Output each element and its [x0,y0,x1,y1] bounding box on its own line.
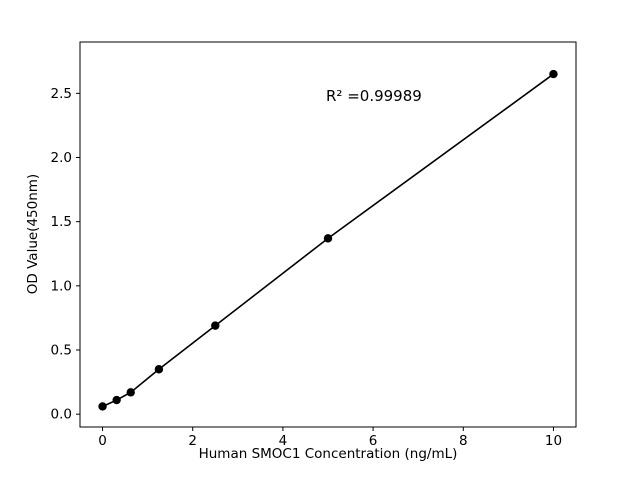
data-point [112,395,121,405]
x-tick-label: 10 [545,433,562,449]
x-axis-label: Human SMOC1 Concentration (ng/mL) [198,446,458,462]
y-tick-label: 2.0 [51,150,72,166]
y-tick-label: 0.5 [51,343,72,359]
y-tick-label: 1.5 [51,214,72,230]
data-point [549,69,558,79]
data-point [154,365,164,374]
plot-frame [79,41,577,428]
x-tick-label: 8 [459,433,468,449]
y-tick-label: 1.0 [51,278,72,294]
data-point [126,388,135,397]
y-tick-label: 2.5 [51,86,72,102]
r-squared-annotation: R² =0.99989 [326,87,422,105]
data-point [98,402,107,411]
x-tick-label: 0 [98,433,107,449]
x-tick-label: 6 [369,433,378,449]
data-point [323,234,333,243]
y-tick-label: 0.0 [51,407,72,423]
x-tick-label: 2 [188,433,197,449]
y-axis-label: OD Value(450nm) [25,173,41,295]
x-tick-label: 4 [279,433,288,449]
data-point [211,321,220,330]
